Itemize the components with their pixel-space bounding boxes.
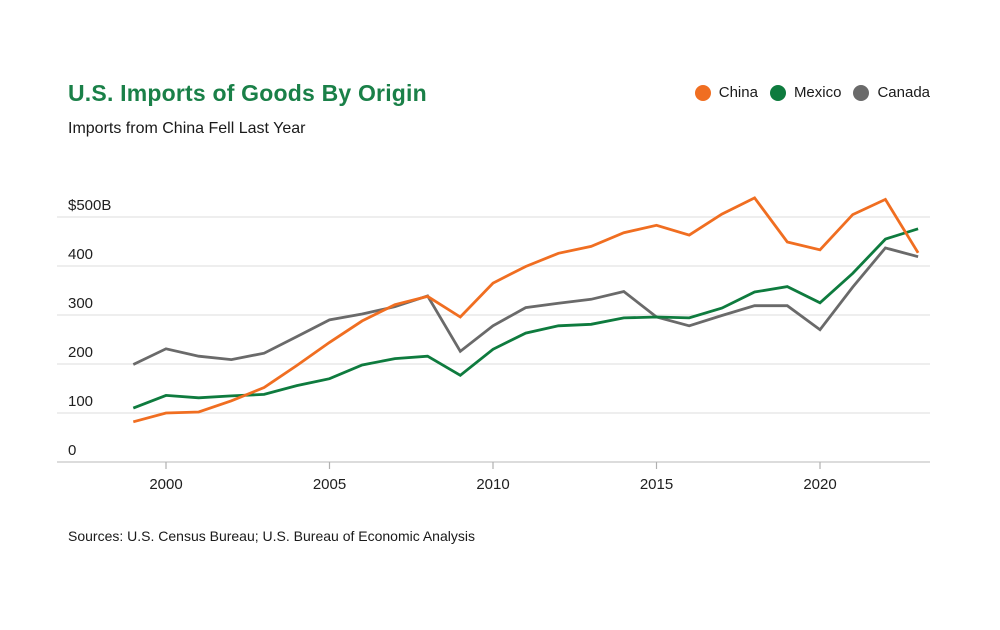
y-axis-label-300: 300	[68, 295, 93, 312]
y-axis-label-100: 100	[68, 393, 93, 410]
x-axis-label-2000: 2000	[149, 476, 182, 493]
sources-note: Sources: U.S. Census Bureau; U.S. Bureau…	[68, 528, 475, 544]
y-axis-label-500: $500B	[68, 197, 111, 214]
legend-label: China	[718, 84, 758, 101]
legend-label: Mexico	[793, 84, 842, 101]
y-axis-label-200: 200	[68, 344, 93, 361]
legend-item-mexico: Mexico	[769, 84, 842, 101]
legend-item-canada: Canada	[853, 84, 930, 101]
x-axis-label-2010: 2010	[476, 476, 509, 493]
x-axis-label-2005: 2005	[313, 476, 346, 493]
legend-label: Canada	[877, 84, 930, 101]
legend-dot-mexico	[769, 84, 786, 101]
legend-dot-china	[694, 84, 711, 101]
chart-subtitle: Imports from China Fell Last Year	[68, 120, 306, 137]
chart-title: U.S. Imports of Goods By Origin	[68, 80, 427, 106]
series-line-mexico	[132, 227, 919, 410]
y-axis-label-400: 400	[68, 246, 93, 263]
legend-dot-canada	[853, 84, 870, 101]
x-axis-label-2015: 2015	[640, 476, 673, 493]
legend: China Mexico Canada	[694, 84, 930, 101]
y-axis-label-0: 0	[68, 442, 76, 459]
series-line-canada	[132, 246, 919, 366]
x-axis-label-2020: 2020	[803, 476, 836, 493]
legend-item-china: China	[694, 84, 758, 101]
series-line-china	[132, 196, 920, 424]
